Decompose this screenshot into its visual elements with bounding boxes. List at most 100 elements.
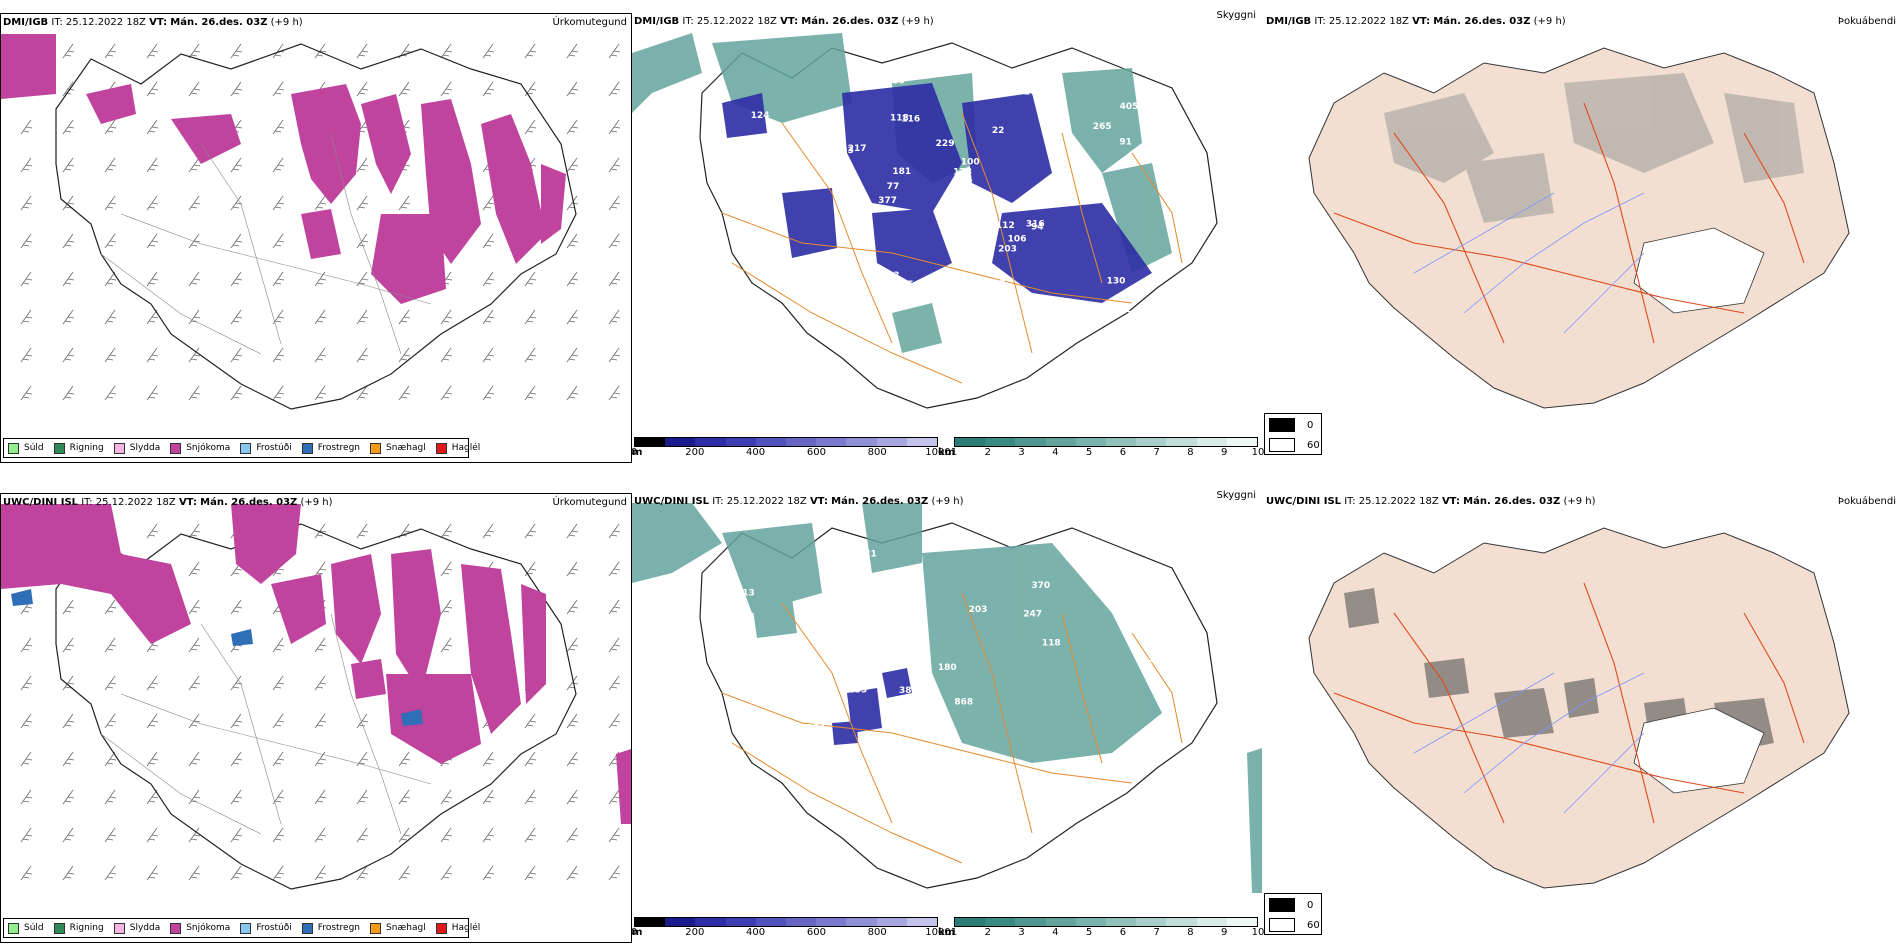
legend-label: Snæhagl — [386, 923, 426, 933]
visibility-tick: 7 — [1153, 927, 1160, 938]
cloud-base-tick: 0 — [630, 447, 638, 458]
wind-barb — [314, 385, 327, 401]
wind-barb — [20, 309, 33, 325]
roads-orange — [721, 592, 1183, 864]
cloud-base-value: 265 — [1093, 122, 1112, 132]
wind-barb — [524, 789, 537, 805]
wind-barb — [272, 827, 285, 843]
legend-label: Rigning — [69, 923, 104, 933]
visibility-color-step — [1166, 438, 1197, 446]
wind-barb — [566, 865, 579, 881]
wind-barb — [62, 675, 75, 691]
wind-barb — [314, 347, 327, 363]
lead-time: (+9 h) — [1563, 496, 1596, 507]
cloud-base-tick: 200 — [685, 447, 705, 458]
wind-barb — [356, 523, 369, 539]
wind-barb — [566, 637, 579, 653]
visibility-tick: 4 — [1052, 447, 1059, 458]
snow-areas — [1, 34, 566, 304]
wind-barb — [566, 789, 579, 805]
wind-barb — [188, 233, 201, 249]
cloud-base-color-step — [695, 438, 726, 446]
wind-barb — [230, 347, 243, 363]
fog-legend-swatch — [1269, 918, 1295, 932]
wind-barb — [62, 157, 75, 173]
fog-legend-label: 60 — [1307, 439, 1320, 451]
it-value: 25.12.2022 18Z — [696, 16, 777, 27]
wind-barb — [146, 81, 159, 97]
wind-barb — [62, 271, 75, 287]
wind-barb — [62, 599, 75, 615]
wind-barb — [608, 637, 621, 653]
cloud-base-value: 184 — [766, 309, 785, 319]
wind-barb — [146, 347, 159, 363]
it-label: IT: — [1314, 16, 1326, 27]
wind-barb — [398, 81, 411, 97]
cloud-base-value: 102 — [1161, 160, 1180, 170]
wind-barb — [566, 119, 579, 135]
cloud-base-value: 118 — [1042, 639, 1061, 649]
cloud-base-color-step — [635, 918, 666, 926]
wind-barb — [440, 309, 453, 325]
visibility-colorbar-top: 1 2 3 4 5 6 7 8 9 10 km — [938, 437, 1264, 459]
wind-barb — [104, 599, 117, 615]
frost-rain-areas — [11, 589, 423, 726]
precip-panel-bottom: UWC/DINI ISL IT: 25.12.2022 18Z VT: Mán.… — [0, 493, 632, 943]
visibility-color-step — [1015, 438, 1046, 446]
wind-barb — [440, 347, 453, 363]
wind-barb — [272, 195, 285, 211]
wind-barb — [566, 195, 579, 211]
rivers — [1413, 672, 1645, 814]
fog-legend-row: 60 — [1269, 438, 1320, 452]
cloud-base-color-step — [725, 918, 756, 926]
wind-barb — [146, 827, 159, 843]
wind-barb — [608, 271, 621, 287]
legend-label: Súld — [24, 923, 44, 933]
wind-barb — [314, 43, 327, 59]
cloud-base-value: 100 — [751, 792, 770, 802]
vt-value: Mán. 26.des. 03Z — [200, 497, 298, 508]
wind-barb — [146, 309, 159, 325]
wind-barb — [398, 347, 411, 363]
cloud-base-value: 100 — [961, 157, 980, 167]
wind-barb — [398, 195, 411, 211]
wind-barb — [104, 309, 117, 325]
legend-item: Haglél — [435, 922, 480, 934]
wind-barb — [482, 751, 495, 767]
legend-item: Frostregn — [301, 442, 360, 454]
wind-barb — [356, 157, 369, 173]
wind-barb — [188, 347, 201, 363]
wind-barb — [440, 81, 453, 97]
wind-barb — [188, 599, 201, 615]
wind-barb — [20, 347, 33, 363]
fog-legend-label: 60 — [1307, 919, 1320, 931]
wind-barb — [230, 865, 243, 881]
visibility-color-step — [1015, 918, 1046, 926]
wind-barb — [566, 43, 579, 59]
visibility-color-step — [1106, 918, 1137, 926]
wind-barb — [62, 789, 75, 805]
legend-label: Frostúði — [256, 443, 292, 453]
cloud-base-value: 181 — [892, 167, 911, 177]
visibility-unit: km — [938, 927, 956, 938]
cloud-base-value: 321 — [858, 549, 877, 559]
vt-label: VT: — [178, 497, 197, 508]
visibility-color-step — [1226, 918, 1258, 926]
cloud-base-value: 88 — [797, 283, 810, 293]
cloud-base-value: 83 — [887, 271, 900, 281]
wind-barb — [608, 561, 621, 577]
wind-barb — [314, 309, 327, 325]
wind-barb — [566, 751, 579, 767]
cloud-base-value: 317 — [972, 803, 991, 813]
wind-barb — [608, 195, 621, 211]
cloud-base-areas — [722, 83, 1152, 303]
wind-barb — [146, 119, 159, 135]
visibility-color-step — [1106, 438, 1137, 446]
vt-label: VT: — [149, 17, 168, 28]
wind-barb — [230, 43, 243, 59]
cloud-base-tick: 1000 — [925, 447, 951, 458]
cloud-base-value: 77 — [887, 182, 900, 192]
cloud-base-value: 106 — [1008, 234, 1027, 244]
legend-label: Snæhagl — [386, 443, 426, 453]
visibility-color-step — [1196, 918, 1227, 926]
